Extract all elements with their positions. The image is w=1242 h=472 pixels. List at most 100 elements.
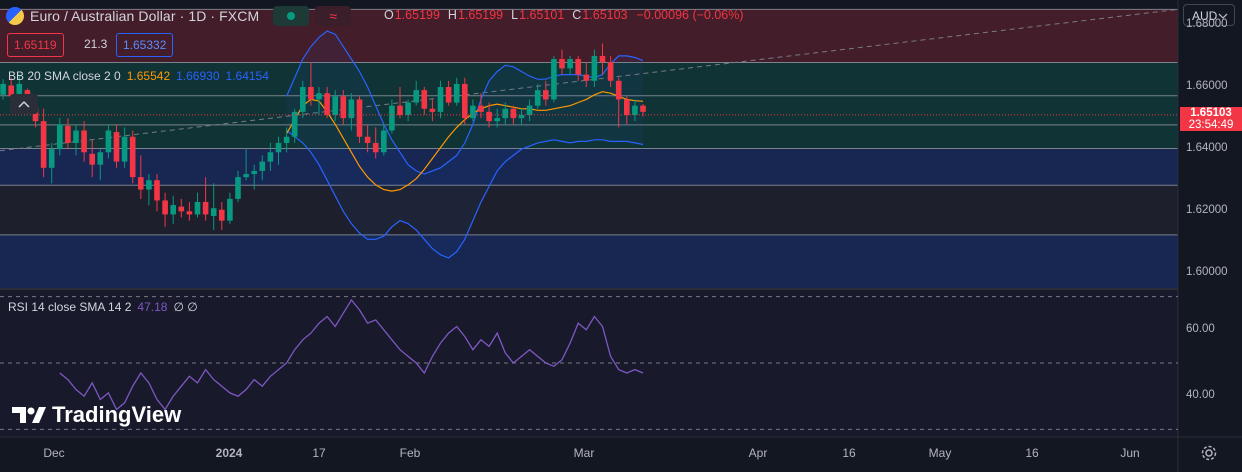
candle-body bbox=[567, 59, 573, 69]
symbol-header[interactable]: Euro / Australian Dollar · 1D · FXCM ≈ bbox=[6, 6, 352, 26]
bb-legend[interactable]: BB 20 SMA close 2 0 1.65542 1.66930 1.64… bbox=[8, 69, 269, 83]
candle[interactable] bbox=[251, 164, 257, 190]
candle[interactable] bbox=[632, 99, 638, 122]
candle-body bbox=[105, 130, 112, 153]
candle[interactable] bbox=[567, 55, 573, 75]
candle[interactable] bbox=[308, 62, 314, 106]
candle[interactable] bbox=[348, 93, 355, 131]
candle[interactable] bbox=[478, 93, 484, 119]
candle[interactable] bbox=[502, 102, 509, 125]
symbol-title[interactable]: Euro / Australian Dollar · 1D · FXCM bbox=[30, 8, 260, 24]
candle[interactable] bbox=[129, 130, 136, 184]
settings-button[interactable] bbox=[1200, 444, 1218, 467]
candle[interactable] bbox=[89, 139, 95, 178]
candle-body bbox=[486, 111, 492, 122]
candle-body bbox=[591, 55, 598, 81]
candle-body bbox=[607, 62, 614, 81]
data-delay-button[interactable]: ≈ bbox=[315, 6, 352, 26]
candle[interactable] bbox=[437, 80, 444, 119]
candle[interactable] bbox=[138, 155, 144, 199]
time-tick-label: Jun bbox=[1120, 446, 1140, 460]
candle[interactable] bbox=[267, 142, 274, 171]
candle[interactable] bbox=[283, 127, 290, 153]
candle[interactable] bbox=[57, 118, 63, 156]
candle[interactable] bbox=[219, 201, 225, 230]
bb-upper-value: 1.66930 bbox=[176, 69, 220, 83]
candle[interactable] bbox=[113, 124, 120, 168]
candle[interactable] bbox=[154, 174, 160, 212]
price-tick-label: 1.62000 bbox=[1186, 204, 1228, 217]
candle[interactable] bbox=[194, 192, 201, 218]
candle[interactable] bbox=[445, 80, 452, 106]
sell-price-button[interactable]: 1.65119 bbox=[7, 33, 64, 57]
candle[interactable] bbox=[186, 201, 193, 221]
candle[interactable] bbox=[48, 142, 55, 184]
candle[interactable] bbox=[583, 62, 590, 88]
candle[interactable] bbox=[429, 99, 436, 122]
candle[interactable] bbox=[607, 55, 614, 88]
candle[interactable] bbox=[65, 118, 71, 150]
candle[interactable] bbox=[162, 192, 168, 227]
candle[interactable] bbox=[453, 77, 460, 106]
candle[interactable] bbox=[615, 77, 622, 128]
candle[interactable] bbox=[518, 108, 525, 125]
candle[interactable] bbox=[105, 124, 112, 159]
candle[interactable] bbox=[81, 121, 87, 162]
collapse-legend-button[interactable] bbox=[10, 94, 38, 114]
candle[interactable] bbox=[413, 80, 419, 106]
candle[interactable] bbox=[324, 87, 330, 119]
candle[interactable] bbox=[534, 83, 541, 109]
buy-price-button[interactable]: 1.65332 bbox=[116, 33, 174, 57]
candle-body bbox=[154, 180, 160, 201]
candle[interactable] bbox=[470, 99, 476, 122]
candle[interactable] bbox=[40, 108, 47, 178]
candle-body bbox=[138, 177, 144, 190]
candle[interactable] bbox=[421, 87, 428, 115]
market-status-button[interactable] bbox=[273, 6, 310, 26]
candle[interactable] bbox=[210, 183, 217, 230]
ohlc-key: H bbox=[447, 8, 457, 22]
candle[interactable] bbox=[591, 49, 598, 88]
candle[interactable] bbox=[275, 136, 282, 165]
candle[interactable] bbox=[243, 149, 249, 181]
candle[interactable] bbox=[389, 99, 395, 134]
candle[interactable] bbox=[599, 43, 606, 75]
candle[interactable] bbox=[372, 127, 379, 159]
candle[interactable] bbox=[121, 127, 128, 168]
candle[interactable] bbox=[170, 195, 176, 224]
candle[interactable] bbox=[543, 80, 549, 106]
candle[interactable] bbox=[526, 99, 533, 122]
candle-body bbox=[624, 99, 630, 115]
candle[interactable] bbox=[259, 155, 266, 181]
candle[interactable] bbox=[462, 77, 468, 125]
candle[interactable] bbox=[405, 99, 411, 122]
candle[interactable] bbox=[202, 177, 209, 221]
candle[interactable] bbox=[494, 108, 500, 128]
candle[interactable] bbox=[624, 96, 630, 125]
candle-body bbox=[194, 201, 201, 215]
candle[interactable] bbox=[300, 80, 306, 119]
candle[interactable] bbox=[0, 79, 6, 100]
rsi-legend[interactable]: RSI 14 close SMA 14 2 47.18 ∅ ∅ bbox=[8, 300, 198, 314]
candle[interactable] bbox=[235, 170, 241, 202]
tradingview-logo[interactable]: TradingView bbox=[12, 402, 181, 428]
candle[interactable] bbox=[332, 90, 338, 122]
candle[interactable] bbox=[381, 124, 387, 156]
candle-body bbox=[97, 152, 104, 165]
candle[interactable] bbox=[227, 192, 233, 224]
candle[interactable] bbox=[356, 96, 363, 143]
candle[interactable] bbox=[575, 55, 581, 81]
candle[interactable] bbox=[316, 87, 322, 115]
candle[interactable] bbox=[559, 49, 565, 75]
candle[interactable] bbox=[551, 55, 557, 103]
candle-body bbox=[429, 108, 436, 112]
candle[interactable] bbox=[364, 124, 371, 153]
candle[interactable] bbox=[397, 87, 403, 119]
candle[interactable] bbox=[340, 90, 347, 125]
candle[interactable] bbox=[73, 124, 79, 156]
candle[interactable] bbox=[146, 174, 152, 206]
candle[interactable] bbox=[178, 198, 185, 218]
currency-selector[interactable]: AUD bbox=[1183, 4, 1235, 26]
candle[interactable] bbox=[97, 149, 104, 181]
